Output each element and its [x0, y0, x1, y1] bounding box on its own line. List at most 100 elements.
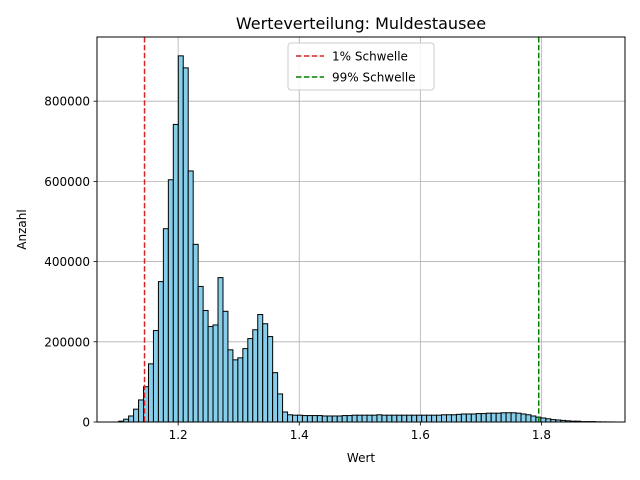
histogram-bar: [336, 415, 343, 423]
histogram-bar: [247, 338, 254, 423]
x-tick-label: 1.6: [411, 428, 430, 442]
histogram-bar: [366, 414, 373, 423]
histogram-bar: [222, 310, 229, 423]
histogram-bar: [311, 415, 318, 423]
histogram-bar: [217, 277, 224, 423]
histogram-bar: [475, 413, 482, 423]
histogram-bar: [187, 170, 194, 423]
histogram-bar: [292, 414, 298, 423]
histogram-bar: [167, 179, 174, 423]
histogram-bar: [485, 412, 492, 423]
histogram-bar: [376, 414, 383, 423]
histogram-bar: [480, 413, 487, 423]
y-tick-label: 800000: [44, 95, 90, 109]
threshold-lines: [143, 37, 540, 422]
x-tick-label: 1.4: [290, 428, 309, 442]
histogram-bar: [128, 415, 135, 423]
histogram-bar: [520, 413, 527, 423]
histogram-bar: [133, 408, 140, 423]
histogram-bar: [257, 314, 264, 423]
histogram-bar: [321, 415, 328, 423]
histogram-bar: [505, 412, 512, 423]
histogram-bar: [277, 393, 284, 423]
histogram-bar: [361, 414, 368, 423]
histogram-bar: [147, 363, 154, 423]
histogram-bar: [445, 414, 452, 423]
histogram-bar: [401, 414, 408, 423]
histogram-bar: [381, 414, 388, 423]
histogram-bar: [356, 414, 363, 423]
histogram-bar: [182, 67, 189, 423]
histogram-bar: [465, 413, 472, 423]
y-axis-label: Anzahl: [15, 209, 29, 249]
histogram-bar: [282, 411, 289, 423]
plot-frame: [96, 36, 626, 423]
histogram-bar: [525, 414, 532, 423]
x-tick-label: 1.2: [169, 428, 188, 442]
histogram-bar: [306, 415, 313, 423]
histogram-bar: [326, 415, 333, 423]
histogram-bar: [212, 324, 219, 423]
histogram-bar: [296, 414, 303, 423]
histogram-bar: [540, 417, 547, 423]
y-tick-label: 400000: [44, 255, 90, 269]
histogram-bar: [192, 243, 199, 423]
histogram-bar: [431, 414, 438, 423]
histogram-bar: [386, 414, 393, 423]
y-tick-label: 0: [82, 416, 90, 430]
histogram-bar: [267, 336, 274, 423]
histogram-bar: [450, 414, 457, 423]
histogram-bar: [252, 329, 259, 423]
histogram-bar: [530, 415, 537, 423]
histogram-bar: [441, 414, 447, 423]
chart-title: Werteverteilung: Muldestausee: [236, 14, 486, 33]
y-axis-ticks: 0 200000 400000 600000 800000: [44, 95, 97, 430]
histogram-bar: [490, 412, 497, 423]
histogram-bar: [346, 415, 353, 423]
x-axis-label: Wert: [347, 451, 375, 465]
x-axis-ticks: 1.2 1.4 1.6 1.8: [169, 422, 551, 442]
histogram-bar: [411, 414, 418, 423]
legend-label-1pct: 1% Schwelle: [332, 50, 408, 64]
histogram-bar: [515, 412, 522, 423]
histogram-bar: [455, 413, 462, 423]
histogram-bar: [157, 281, 164, 423]
histogram-bar: [197, 285, 204, 423]
histogram-bar: [331, 415, 338, 423]
histogram-bar: [202, 310, 209, 423]
histogram-bar: [470, 413, 477, 423]
y-tick-label: 200000: [44, 335, 90, 349]
histogram-bar: [227, 349, 234, 423]
histogram-bar: [351, 414, 358, 423]
legend-label-99pct: 99% Schwelle: [332, 71, 416, 85]
histogram-bar: [232, 359, 239, 423]
histogram-bar: [262, 323, 269, 423]
legend-frame: [287, 42, 435, 91]
histogram-bar: [495, 412, 502, 423]
histogram-bar: [237, 357, 244, 423]
histogram-bar: [426, 414, 433, 423]
histogram-bar: [406, 414, 413, 423]
histogram-bar: [316, 415, 323, 423]
histogram-bar: [396, 414, 403, 423]
histogram-bar: [152, 330, 159, 423]
histogram-bar: [172, 123, 179, 423]
histogram-bar: [138, 399, 145, 423]
histogram-bar: [207, 326, 214, 423]
histogram-bar: [510, 412, 517, 423]
histogram-bar: [301, 415, 308, 423]
histogram-bar: [177, 55, 184, 423]
y-tick-label: 600000: [44, 175, 90, 189]
histogram-bar: [421, 414, 428, 423]
histogram-bar: [371, 414, 378, 423]
histogram-bar: [287, 414, 294, 423]
histogram-bar: [272, 372, 279, 423]
histogram-bar: [242, 348, 249, 423]
histogram-bar: [460, 413, 467, 423]
legend: 1% Schwelle 99% Schwelle: [287, 42, 435, 91]
histogram-bar: [162, 228, 169, 423]
histogram-bar: [416, 414, 423, 423]
histogram-bar: [341, 415, 348, 423]
histogram-bar: [436, 414, 443, 423]
